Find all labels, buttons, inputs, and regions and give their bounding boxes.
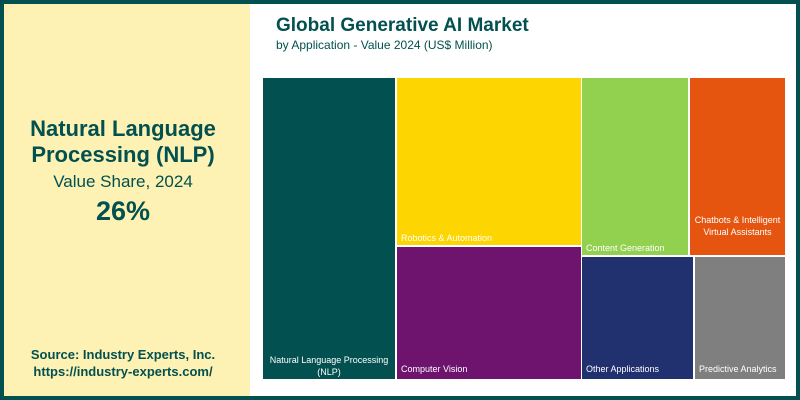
- chart-title: Global Generative AI Market: [276, 15, 529, 36]
- cell-robotics: Robotics & Automation: [397, 78, 581, 245]
- source-link[interactable]: https://industry-experts.com/: [33, 364, 213, 379]
- chart-subtitle: by Application - Value 2024 (US$ Million…: [276, 38, 493, 52]
- source-note: Source: Industry Experts, Inc. https://in…: [30, 347, 216, 379]
- cell-label: Natural Language Processing (NLP): [269, 355, 389, 377]
- highlight-value: 26%: [95, 196, 151, 226]
- cell-content-generation: Content Generation: [582, 78, 688, 255]
- cell-other-applications: Other Applications: [582, 257, 693, 379]
- cell-computer-vision: Computer Vision: [397, 247, 581, 379]
- cell-chatbots: Chatbots & Intelligent Virtual Assistant…: [690, 78, 785, 255]
- cell-label: Predictive Analytics: [699, 364, 777, 374]
- cell-label: Robotics & Automation: [401, 233, 493, 243]
- cell-label: Chatbots & Intelligent Virtual Assistant…: [694, 215, 781, 237]
- cell-label: Computer Vision: [401, 364, 468, 374]
- highlight-metric: Value Share, 2024: [53, 172, 193, 191]
- highlight-panel: [4, 4, 250, 396]
- cell-nlp: Natural Language Processing (NLP): [263, 78, 395, 379]
- cell-label: Other Applications: [586, 364, 660, 374]
- highlight-segment-name: Natural Language Processing (NLP): [30, 116, 216, 167]
- cell-label: Content Generation: [586, 243, 665, 253]
- cell-predictive-analytics: Predictive Analytics: [695, 257, 785, 379]
